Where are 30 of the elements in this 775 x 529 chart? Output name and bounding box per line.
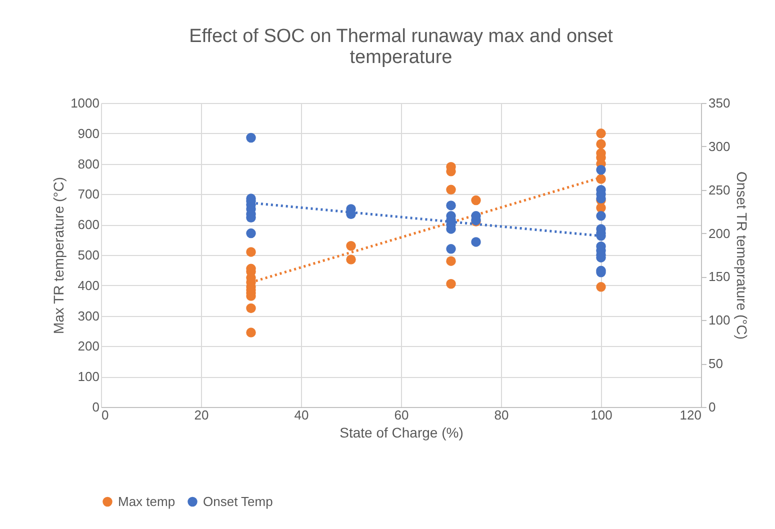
y-tick-label: 700 — [78, 186, 100, 202]
x-tick-label: 20 — [194, 408, 209, 422]
y2-tick-label: 200 — [708, 226, 730, 241]
x-axis-title: State of Charge (%) — [340, 424, 464, 440]
x-tick-label: 60 — [394, 408, 409, 422]
legend-label: Onset Temp — [203, 494, 273, 509]
y-tick-label: 600 — [78, 217, 100, 232]
y2-tick-label: 100 — [708, 312, 730, 328]
x-tick-label: 100 — [590, 408, 612, 422]
y-tick-label: 400 — [78, 278, 100, 293]
x-tick-label: 120 — [680, 408, 702, 422]
y2-tick-label: 350 — [708, 96, 730, 110]
y2-tick-label: 250 — [708, 182, 730, 198]
y2-tick-label: 300 — [708, 138, 730, 154]
chart-title: Effect of SOC on Thermal runaway max and onset temperature — [189, 26, 614, 68]
x-tick-label: 40 — [294, 408, 309, 422]
y-axis-title: Max TR temperature (°C) — [50, 176, 67, 334]
legend-label: Max temp — [118, 494, 176, 509]
y2-axis-title: Onset TR temeprature (°C) — [734, 172, 750, 340]
y2-tick-label: 150 — [708, 269, 730, 284]
y2-tick-label: 50 — [708, 356, 723, 372]
y-tick-label: 200 — [78, 338, 100, 354]
x-tick-label: 80 — [494, 408, 509, 422]
y-tick-label: 500 — [78, 248, 100, 262]
x-tick-label: 0 — [102, 408, 109, 422]
y-tick-label: 300 — [78, 308, 100, 324]
y-tick-label: 1000 — [70, 96, 100, 110]
y-tick-label: 800 — [78, 156, 100, 172]
y-tick-label: 900 — [78, 126, 100, 141]
y-tick-label: 100 — [78, 369, 100, 384]
